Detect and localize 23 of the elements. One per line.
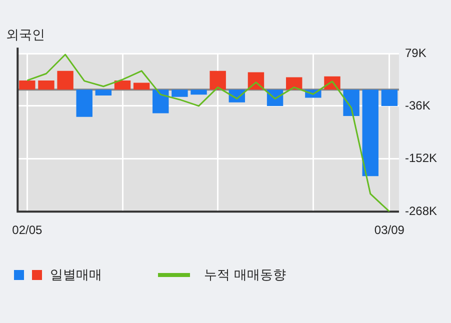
bar bbox=[343, 90, 360, 116]
bar bbox=[381, 90, 398, 106]
x-tick-label: 02/05 bbox=[12, 223, 43, 238]
bar bbox=[57, 70, 74, 90]
bar bbox=[152, 90, 169, 114]
chart-title: 외국인 bbox=[6, 28, 45, 44]
y-tick-label: -268K bbox=[404, 204, 438, 218]
x-tick-label: 03/09 bbox=[374, 223, 405, 238]
bar bbox=[133, 82, 150, 90]
y-tick-label: 79K bbox=[404, 46, 426, 60]
bar bbox=[95, 90, 112, 96]
bar bbox=[172, 90, 188, 97]
bar bbox=[76, 90, 92, 117]
y-tick-label: -36K bbox=[404, 98, 430, 112]
bar bbox=[38, 80, 54, 90]
legend-label: 누적 매매동향 bbox=[204, 267, 286, 284]
legend-label: 일별매매 bbox=[50, 267, 102, 284]
bar bbox=[210, 70, 226, 90]
y-tick-label: -152K bbox=[404, 151, 438, 166]
bar bbox=[114, 80, 131, 90]
bar bbox=[19, 80, 36, 90]
bar bbox=[190, 90, 207, 95]
bar bbox=[362, 90, 378, 176]
